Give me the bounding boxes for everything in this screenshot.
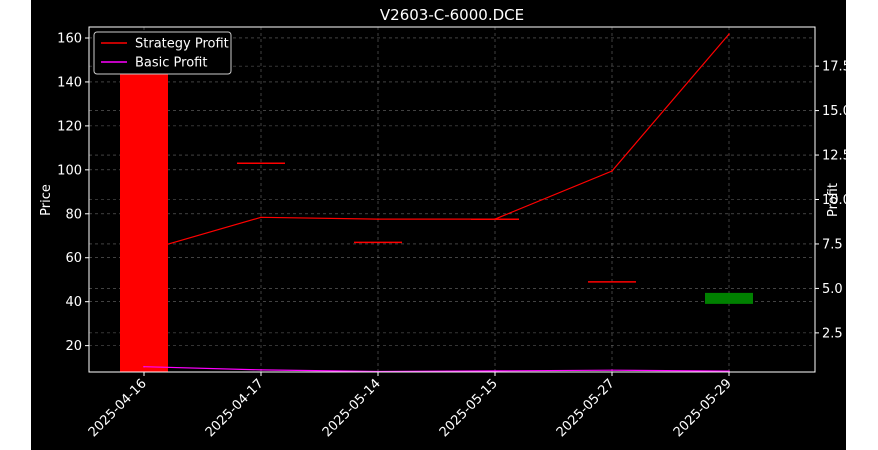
y-left-tick-label: 80 — [65, 207, 82, 222]
point-basic-profit — [260, 369, 262, 371]
chart-figure: 2025-04-16 2025-04-17 2025-05-14 2025-05-15… — [31, 0, 846, 450]
point-strategy-profit — [377, 218, 379, 220]
price-bar-2025-05-29 — [705, 292, 753, 304]
y-right-axis-label: Profit — [826, 183, 841, 217]
point-basic-profit — [494, 370, 496, 372]
point-basic-profit — [143, 365, 145, 368]
y-left-tick-label: 60 — [65, 251, 82, 266]
chart-title: V2603-C-6000.DCE — [380, 6, 524, 24]
point-strategy-profit — [611, 170, 613, 172]
price-bars — [120, 33, 753, 373]
point-strategy-profit — [143, 250, 145, 252]
legend-box — [93, 31, 232, 75]
line-strategy-profit — [143, 33, 730, 252]
y-right-tick-label: 12.5 — [822, 149, 846, 164]
y-right-tick-label: 7.5 — [822, 237, 843, 252]
chart-svg: 2025-04-16 2025-04-17 2025-05-14 2025-05-15… — [39, 6, 846, 440]
x-tick-label: 2025-05-29 — [671, 376, 735, 440]
price-bar-2025-04-16 — [120, 33, 168, 373]
y-left-axis-label: Price — [39, 184, 54, 216]
y-right-tick-label: 2.5 — [822, 326, 843, 341]
x-tick-label: 2025-05-15 — [437, 376, 501, 440]
grid-layer — [89, 27, 815, 372]
y-right-tick-label: 5.0 — [822, 282, 843, 297]
legend: Strategy Profit Basic Profit — [93, 31, 232, 75]
y-right-tick-label: 10.0 — [822, 193, 846, 208]
axes: 2025-04-16 2025-04-17 2025-05-14 2025-05-15… — [57, 31, 846, 440]
y-left-tick-label: 40 — [65, 295, 82, 310]
point-strategy-profit — [494, 218, 496, 220]
y-left-tick-label: 120 — [57, 119, 82, 134]
point-strategy-profit — [728, 33, 730, 35]
y-left-tick-label: 160 — [57, 31, 82, 46]
point-basic-profit — [611, 369, 613, 372]
y-left-tick-label: 140 — [57, 75, 82, 90]
y-left-tick-label: 20 — [65, 339, 82, 354]
y-left-tick-label: 100 — [57, 163, 82, 178]
x-tick-label: 2025-05-14 — [320, 376, 384, 440]
line-basic-profit — [143, 366, 730, 373]
legend-label-basic-profit: Basic Profit — [135, 56, 207, 71]
profit-lines — [143, 33, 730, 373]
y-right-tick-label: 15.0 — [822, 104, 846, 119]
x-tick-label: 2025-04-16 — [86, 376, 150, 440]
legend-label-strategy-profit: Strategy Profit — [135, 37, 229, 52]
y-right-tick-label: 17.5 — [822, 60, 846, 75]
point-strategy-profit — [260, 216, 262, 219]
x-tick-label: 2025-05-27 — [554, 376, 618, 440]
x-tick-label: 2025-04-17 — [203, 376, 267, 440]
